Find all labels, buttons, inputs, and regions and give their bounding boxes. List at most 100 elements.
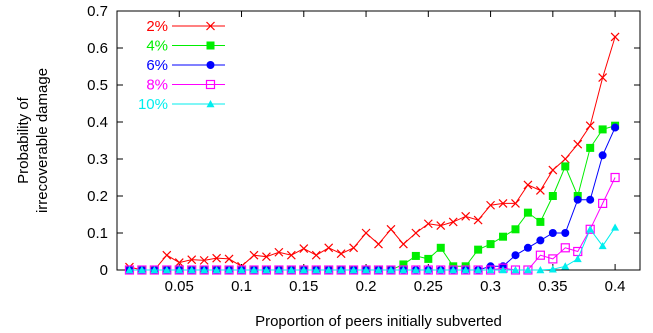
data-point — [586, 225, 595, 233]
x-stroke — [286, 250, 296, 260]
x-stroke — [573, 139, 583, 149]
data-point — [511, 251, 520, 260]
data-point — [424, 254, 433, 263]
data-point — [535, 186, 545, 195]
x-stroke — [274, 247, 284, 257]
data-point — [187, 255, 197, 265]
data-point — [436, 243, 445, 252]
legend-label: 8% — [146, 77, 168, 94]
data-point — [200, 266, 209, 274]
data-point — [548, 265, 557, 273]
data-point — [374, 266, 383, 274]
data-point — [523, 243, 532, 252]
x-tick-label: 0.15 — [289, 278, 318, 295]
data-point — [274, 247, 284, 257]
data-point — [150, 266, 159, 274]
data-point — [224, 254, 234, 264]
x-stroke — [311, 250, 321, 260]
legend-item: 10% — [138, 96, 225, 113]
series-4pct — [125, 121, 620, 274]
data-point — [225, 266, 234, 274]
x-stroke — [486, 200, 495, 210]
x-stroke — [411, 228, 421, 238]
x-stroke — [361, 228, 371, 238]
series-line — [129, 227, 616, 271]
data-point — [585, 121, 595, 131]
data-point — [137, 266, 146, 274]
data-point — [561, 229, 570, 237]
x-stroke — [262, 252, 271, 262]
data-point — [561, 262, 570, 270]
series-line — [129, 125, 616, 271]
data-point — [374, 239, 383, 249]
data-point — [361, 228, 371, 238]
x-stroke — [535, 186, 545, 195]
x-axis-label: Proportion of peers initially subverted — [255, 313, 502, 330]
x-stroke — [386, 224, 396, 234]
data-point — [206, 61, 215, 69]
data-point — [386, 224, 396, 234]
data-point — [324, 266, 333, 274]
series-8pct — [124, 172, 620, 275]
y-tick-label: 0.6 — [87, 40, 108, 57]
x-stroke — [473, 215, 483, 225]
x-stroke — [398, 239, 408, 249]
data-point — [598, 73, 608, 83]
data-point — [287, 266, 296, 274]
data-point — [174, 258, 184, 268]
data-point — [206, 41, 215, 50]
data-point — [498, 198, 508, 208]
y-tick-label: 0 — [100, 262, 108, 279]
legend-label: 2% — [146, 18, 168, 35]
data-point — [548, 229, 557, 237]
data-point — [461, 211, 471, 221]
data-point — [511, 225, 520, 234]
x-stroke — [349, 243, 359, 253]
data-point — [610, 172, 620, 183]
y-tick-label: 0.7 — [87, 3, 108, 20]
data-point — [205, 79, 216, 90]
y-tick-label: 0.5 — [87, 77, 108, 94]
x-stroke — [299, 244, 309, 253]
x-stroke — [423, 219, 433, 229]
x-tick-label: 0.1 — [231, 278, 252, 295]
data-point — [586, 195, 595, 204]
y-axis-label-line-1: Probability of — [15, 96, 32, 184]
data-point — [125, 266, 134, 274]
legend-item: 6% — [146, 57, 225, 74]
x-stroke — [224, 254, 234, 264]
series-2pct — [125, 32, 620, 275]
data-point — [536, 217, 545, 226]
x-stroke — [498, 198, 508, 208]
x-stroke — [548, 165, 558, 175]
x-stroke — [448, 217, 458, 227]
data-point — [249, 250, 259, 260]
data-point — [411, 251, 420, 260]
data-point — [286, 250, 296, 260]
data-point — [523, 208, 532, 217]
data-point — [206, 21, 215, 31]
data-point — [536, 236, 545, 245]
legend-label: 10% — [138, 96, 168, 113]
x-stroke — [174, 258, 184, 268]
data-point — [573, 254, 582, 263]
data-point — [411, 266, 420, 274]
x-tick-label: 0.4 — [605, 278, 626, 295]
data-point — [536, 266, 545, 274]
data-point — [199, 255, 209, 265]
data-point — [187, 266, 196, 274]
data-point — [548, 254, 558, 264]
data-point — [610, 32, 620, 42]
series-line — [129, 36, 616, 271]
data-point — [511, 198, 520, 208]
data-point — [362, 266, 371, 274]
x-tick-label: 0.05 — [165, 278, 194, 295]
legend-item: 8% — [146, 77, 225, 94]
data-point — [461, 266, 470, 274]
data-point — [611, 223, 620, 231]
data-point — [486, 200, 495, 210]
data-point — [411, 228, 421, 238]
data-point — [386, 266, 395, 274]
data-point — [561, 162, 570, 171]
series-layer — [124, 32, 620, 275]
